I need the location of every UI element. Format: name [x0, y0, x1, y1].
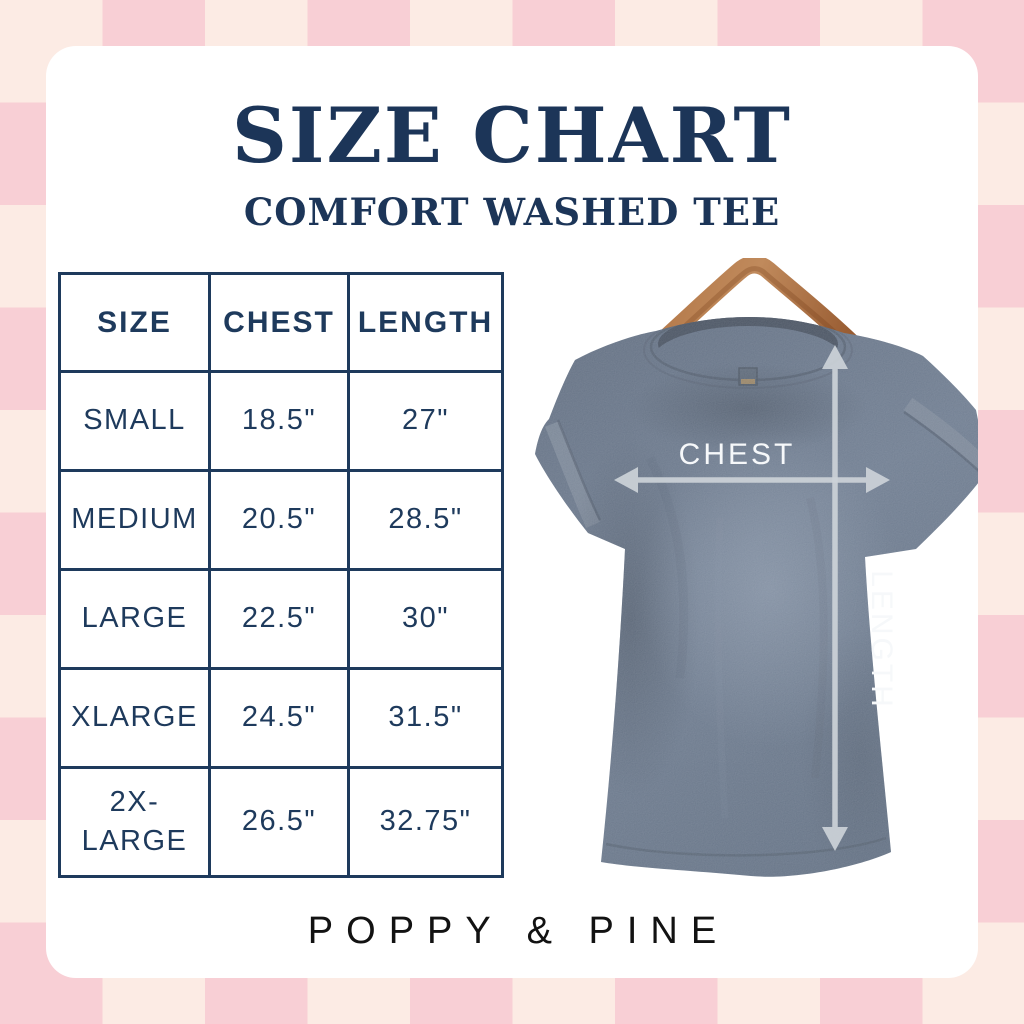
chest-cell: 18.5": [208, 370, 350, 472]
size-cell: 2X-LARGE: [58, 766, 211, 878]
length-cell: 30": [347, 568, 504, 670]
table-header-size: SIZE: [58, 272, 211, 373]
size-cell: MEDIUM: [58, 469, 211, 571]
length-label: LENGTH: [865, 570, 898, 710]
table-row: 2X-LARGE 26.5" 32.75": [58, 766, 504, 878]
chest-arrow: [614, 467, 890, 493]
chest-cell: 22.5": [208, 568, 350, 670]
length-cell: 32.75": [347, 766, 504, 878]
size-cell: LARGE: [58, 568, 211, 670]
brand-name: POPPY & PINE: [307, 910, 730, 952]
chest-cell: 24.5": [208, 667, 350, 769]
table-header-length: LENGTH: [347, 272, 504, 373]
page-title: SIZE CHART: [232, 91, 792, 180]
table-row: MEDIUM 20.5" 28.5": [58, 469, 504, 571]
table-header-chest: CHEST: [208, 272, 350, 373]
table-header-row: SIZE CHEST LENGTH: [58, 272, 504, 373]
chest-label: CHEST: [679, 438, 796, 471]
table-row: XLARGE 24.5" 31.5": [58, 667, 504, 769]
t-shirt-graphic: [535, 316, 978, 877]
page-subtitle: COMFORT WASHED TEE: [243, 190, 781, 234]
chest-cell: 20.5": [208, 469, 350, 571]
length-cell: 31.5": [347, 667, 504, 769]
table-row: LARGE 22.5" 30": [58, 568, 504, 670]
size-chart-card: SIZE CHART COMFORT WASHED TEE SIZE CHEST…: [46, 46, 978, 978]
length-cell: 27": [347, 370, 504, 472]
size-table: SIZE CHEST LENGTH SMALL 18.5" 27" MEDIUM…: [58, 272, 504, 878]
length-cell: 28.5": [347, 469, 504, 571]
size-cell: XLARGE: [58, 667, 211, 769]
table-row: SMALL 18.5" 27": [58, 370, 504, 472]
t-shirt-image: CHEST LENGTH: [530, 255, 978, 908]
length-arrow: [822, 345, 848, 851]
hanger-icon: [637, 255, 873, 365]
chest-cell: 26.5": [208, 766, 350, 878]
size-cell: SMALL: [58, 370, 211, 472]
